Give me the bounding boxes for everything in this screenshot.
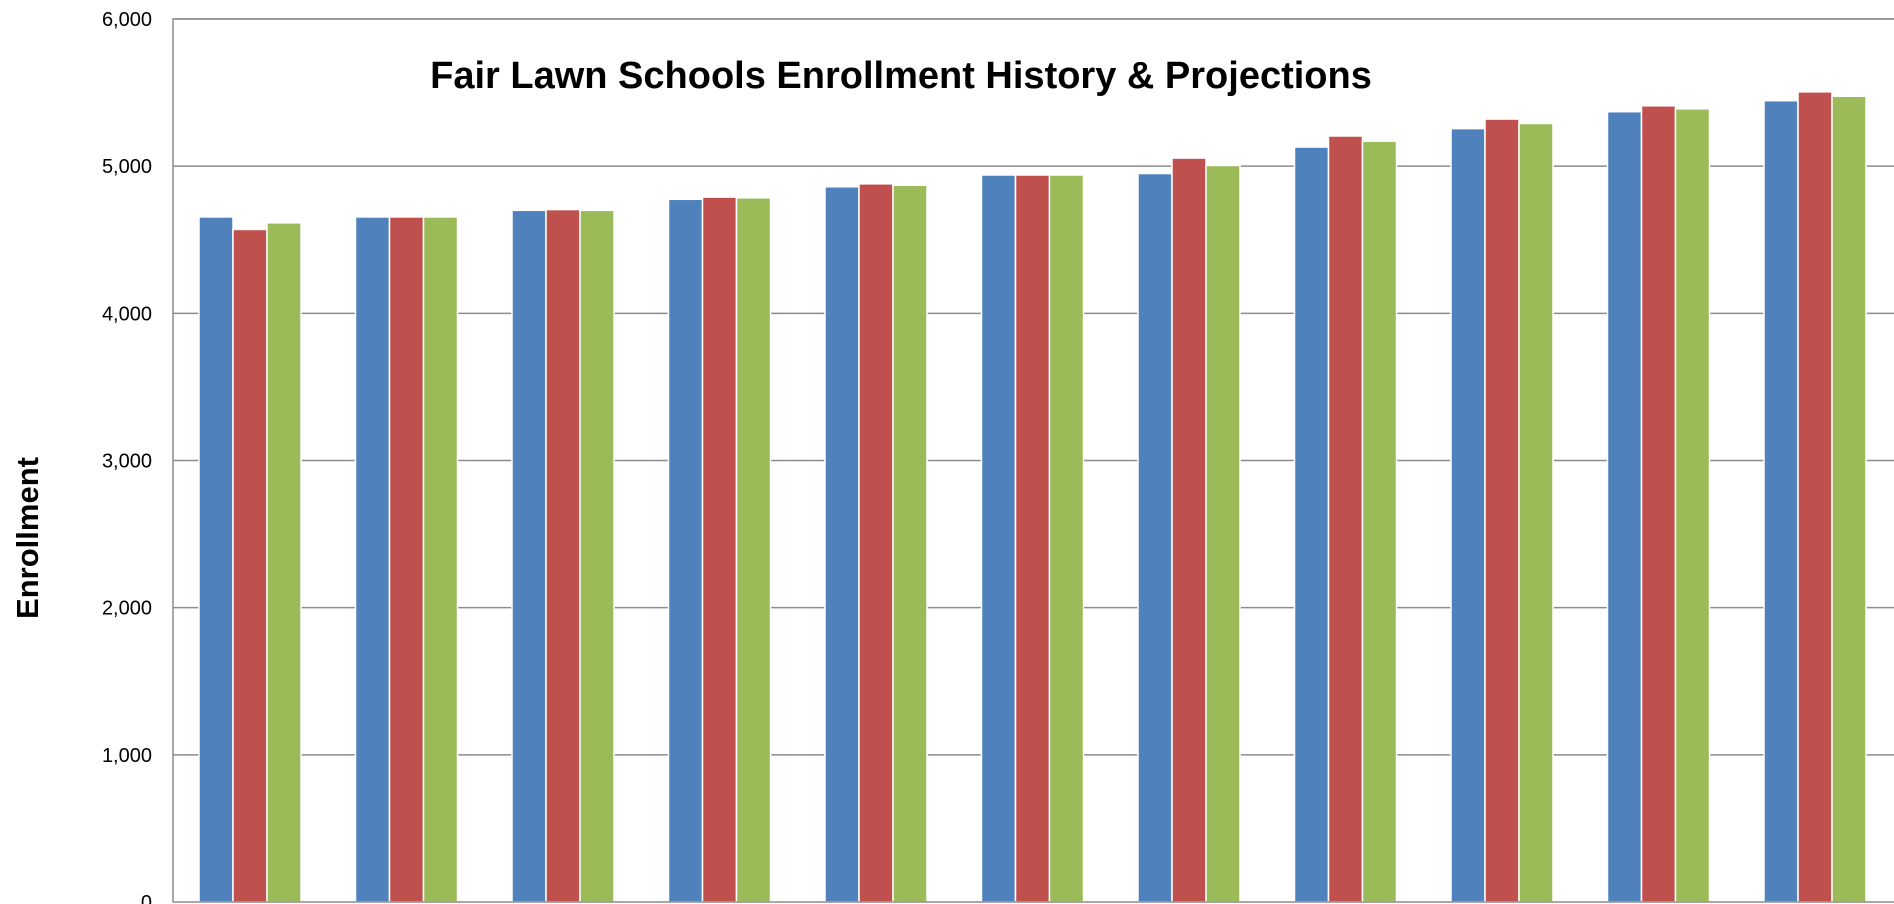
bar [388, 216, 425, 903]
bar [198, 216, 234, 903]
bar [1205, 164, 1241, 903]
bar [579, 209, 615, 903]
bar [1606, 110, 1643, 903]
bar [1518, 122, 1554, 903]
bar [1048, 174, 1085, 903]
bar [511, 209, 547, 903]
bar [1361, 140, 1398, 903]
bar [1014, 174, 1051, 903]
bar-series-group [198, 91, 1867, 903]
y-tick-label: 5,000 [102, 156, 152, 178]
bar [1797, 91, 1833, 903]
y-tick-label: 2,000 [102, 598, 152, 620]
y-tick-label: 4,000 [102, 303, 152, 325]
y-axis-tick-labels: 0 1,000 2,000 3,000 4,000 5,000 6,000 [102, 9, 152, 904]
y-tick-label: 0 [141, 892, 152, 904]
bar [1137, 172, 1173, 903]
chart-title: Fair Lawn Schools Enrollment History & P… [430, 55, 1372, 97]
bar [1831, 95, 1867, 903]
bar [1484, 118, 1520, 903]
y-tick-label: 1,000 [102, 745, 152, 767]
y-tick-label: 6,000 [102, 9, 152, 31]
bar [892, 184, 928, 903]
bar [1450, 127, 1486, 903]
bar [232, 228, 268, 903]
bar [1674, 108, 1711, 903]
bar [980, 174, 1017, 903]
bar [354, 216, 391, 903]
y-tick-label: 3,000 [102, 451, 152, 473]
bar [735, 197, 772, 903]
bar [1171, 157, 1207, 903]
bar [824, 186, 860, 903]
plot-area-border [172, 18, 1894, 903]
bar [667, 198, 704, 903]
bar [858, 183, 894, 903]
y-axis-title: Enrollment [10, 457, 45, 619]
bar [1327, 135, 1364, 903]
bar [422, 216, 459, 903]
bar [701, 196, 738, 903]
bar [1763, 99, 1799, 903]
bar [545, 208, 581, 903]
bar [266, 222, 302, 903]
bar [1640, 105, 1677, 903]
bar [1293, 146, 1330, 903]
